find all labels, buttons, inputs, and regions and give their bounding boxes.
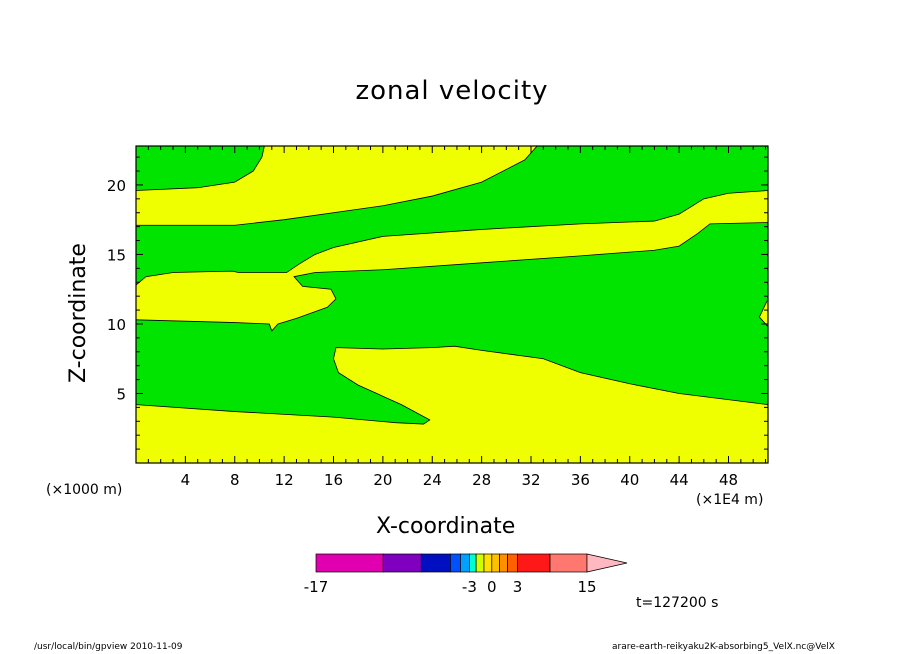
colorbar-segment <box>475 553 485 573</box>
colorbar-segment <box>420 553 451 573</box>
colorbar: -17 -3 0 3 15 <box>304 553 628 596</box>
contour-line-3 <box>136 190 768 286</box>
colorbar-tick-label: -3 <box>462 578 477 596</box>
y-axis-label: Z-coordinate <box>66 243 91 383</box>
x-tick-label: 24 <box>423 471 442 489</box>
colorbar-segment <box>469 553 477 573</box>
chart-title: zonal velocity <box>355 76 549 106</box>
colorbar-segment <box>517 553 551 573</box>
x-tick-label: 40 <box>620 471 639 489</box>
x-tick-label: 28 <box>472 471 491 489</box>
x-unit-left: (×1000 m) <box>46 482 123 498</box>
contour-line-2 <box>136 222 768 332</box>
contour-line-4 <box>136 146 538 226</box>
x-tick-label: 4 <box>181 471 191 489</box>
footer-right: arare-earth-reikyaku2K-absorbing5_VelX.n… <box>612 642 835 652</box>
colorbar-segment <box>499 553 508 573</box>
y-tick-label: 10 <box>107 316 126 334</box>
x-tick-label: 16 <box>324 471 343 489</box>
region-positive-bottom <box>136 346 768 463</box>
x-tick-label: 44 <box>670 471 689 489</box>
region-positive-upper <box>136 146 538 226</box>
region-positive-right-spot <box>759 298 768 327</box>
y-tick-label: 15 <box>107 246 126 264</box>
footer-left: /usr/local/bin/gpview 2010-11-09 <box>34 642 183 652</box>
x-tick-label: 48 <box>719 471 738 489</box>
y-tick-label: 20 <box>107 177 126 195</box>
x-unit-right: (×1E4 m) <box>696 492 764 508</box>
x-tick-label: 8 <box>230 471 240 489</box>
y-tick-label: 5 <box>116 385 126 403</box>
colorbar-segment <box>549 553 588 573</box>
colorbar-tick-label: 0 <box>487 578 497 596</box>
colorbar-segment <box>483 553 493 573</box>
plot-area <box>136 146 768 463</box>
colorbar-extend-arrow <box>586 553 628 573</box>
x-tick-label: 32 <box>521 471 540 489</box>
plot-frame <box>135 145 769 464</box>
x-tick-label: 20 <box>373 471 392 489</box>
colorbar-tick-label: 3 <box>513 578 523 596</box>
contour-line-5 <box>136 146 265 191</box>
contour-line-1 <box>136 345 768 425</box>
x-tick-label: 36 <box>571 471 590 489</box>
colorbar-segment <box>460 553 470 573</box>
colorbar-segment <box>450 553 461 573</box>
colorbar-tick-label: 15 <box>577 578 596 596</box>
colorbar-tick-label: -17 <box>304 578 329 596</box>
colorbar-segment <box>382 553 422 573</box>
colorbar-segment <box>507 553 518 573</box>
colorbar-segment <box>315 553 384 573</box>
x-axis-label: X-coordinate <box>376 514 516 539</box>
time-label: t=127200 s <box>636 595 719 611</box>
colorbar-segment <box>491 553 501 573</box>
x-tick-label: 12 <box>275 471 294 489</box>
region-positive-middle <box>136 190 768 331</box>
